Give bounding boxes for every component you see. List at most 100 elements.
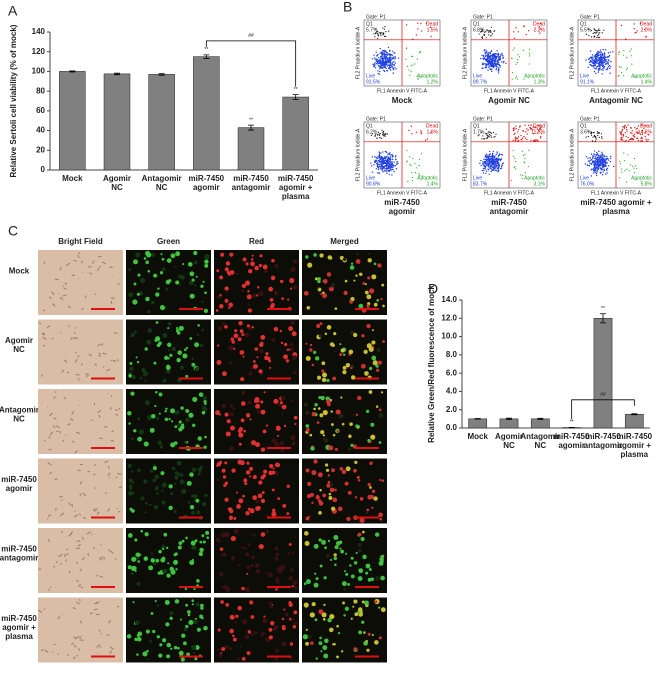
cytometry-event xyxy=(596,56,598,58)
quadrant-value: 3.1% xyxy=(534,181,546,187)
cytometry-event xyxy=(605,165,607,167)
cytometry-event xyxy=(492,169,494,172)
cell xyxy=(258,263,262,268)
cell xyxy=(244,332,250,338)
cytometry-event xyxy=(597,35,599,37)
cell xyxy=(251,555,255,560)
cytometry-event xyxy=(525,131,527,133)
cell xyxy=(201,405,207,411)
cytometry-event xyxy=(606,61,608,63)
cell xyxy=(68,533,73,537)
cell xyxy=(260,532,266,537)
x-tick-label: Antagomir NC xyxy=(520,432,560,450)
cell xyxy=(341,469,347,474)
cell xyxy=(205,530,210,535)
cell xyxy=(146,252,152,258)
cytometry-event xyxy=(389,63,391,65)
cytometry-event xyxy=(621,129,624,132)
bar xyxy=(468,418,488,429)
cell xyxy=(364,290,369,295)
cell xyxy=(75,431,81,435)
y-axis-label: Relative Green/Red fluorescence of mock xyxy=(427,285,436,443)
gate-label: Gate: P1 xyxy=(473,14,493,20)
cytometry-event xyxy=(371,156,374,158)
micrograph xyxy=(126,389,211,454)
cytometry-event xyxy=(379,137,381,139)
cell xyxy=(54,478,58,480)
cytometry-event xyxy=(499,159,502,162)
cytometry-event xyxy=(411,55,413,57)
cytometry-event xyxy=(373,33,375,35)
cell xyxy=(354,612,359,617)
cell xyxy=(109,650,112,654)
cytometry-event xyxy=(497,56,499,58)
cytometry-event xyxy=(405,58,407,60)
cytometry-event xyxy=(481,37,484,39)
micrograph xyxy=(302,389,387,454)
cell xyxy=(195,602,200,607)
cell xyxy=(134,620,140,626)
cell xyxy=(62,285,65,288)
cell xyxy=(51,651,54,653)
cell xyxy=(232,637,237,642)
cell xyxy=(76,561,78,565)
cytometry-event xyxy=(382,134,384,136)
cell xyxy=(337,506,343,512)
cytometry-event xyxy=(526,128,528,130)
cytometry-event xyxy=(406,149,408,152)
cell xyxy=(112,359,117,362)
cell xyxy=(365,409,370,414)
cell xyxy=(201,534,205,538)
cytometry-event xyxy=(634,165,637,167)
cell xyxy=(70,642,74,646)
cell xyxy=(196,579,200,583)
cytometry-event xyxy=(497,59,500,62)
cell xyxy=(98,557,102,561)
cell xyxy=(88,353,93,357)
y-tick-label: 80 xyxy=(36,86,45,95)
quadrant-label: Q1 xyxy=(580,123,587,129)
cytometry-event xyxy=(633,133,636,136)
cell xyxy=(128,485,133,490)
cell xyxy=(379,557,384,562)
cell xyxy=(177,331,181,335)
cell xyxy=(359,517,365,523)
cytometry-event xyxy=(483,33,485,36)
cytometry-event xyxy=(595,68,598,70)
cytometry-event xyxy=(620,132,623,134)
cell xyxy=(184,348,187,351)
cytometry-event xyxy=(484,164,486,167)
cell xyxy=(145,501,148,505)
error-bar xyxy=(158,73,165,76)
cytometry-event xyxy=(593,36,595,38)
cell xyxy=(254,265,259,271)
cell xyxy=(270,275,276,281)
cytometry-event xyxy=(394,165,397,167)
cell xyxy=(56,430,59,433)
cytometry-event xyxy=(420,131,422,134)
cytometry-event xyxy=(624,132,627,134)
cytometry-event xyxy=(595,154,597,156)
cell xyxy=(290,399,294,403)
cell xyxy=(131,481,135,484)
cytometry-event xyxy=(538,124,541,127)
cytometry-event xyxy=(386,62,388,64)
cell xyxy=(317,279,321,284)
cytometry-event xyxy=(379,151,381,154)
cytometry-event xyxy=(500,158,502,161)
cytometry-event xyxy=(386,163,388,166)
cytometry-event xyxy=(510,179,512,182)
cell xyxy=(229,628,234,634)
cytometry-event xyxy=(490,26,493,28)
cytometry-event xyxy=(376,61,379,64)
cytometry-event xyxy=(528,52,531,55)
cell xyxy=(200,606,204,610)
cytometry-event xyxy=(387,59,390,61)
cytometry-event xyxy=(603,154,605,157)
cell xyxy=(249,466,254,471)
y-tick-label: 8.0 xyxy=(446,350,458,359)
cytometry-event xyxy=(609,160,612,163)
cell xyxy=(303,582,307,586)
cell xyxy=(153,464,157,467)
cell xyxy=(250,440,257,446)
